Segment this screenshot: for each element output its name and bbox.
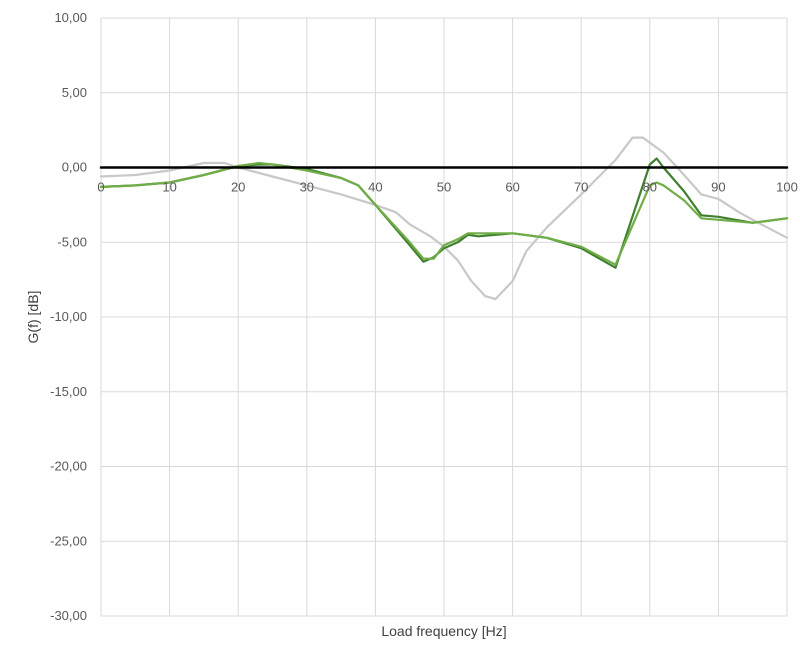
x-tick-label: 70: [574, 180, 588, 195]
y-tick-label: -10,00: [50, 309, 87, 324]
y-tick-label: 5,00: [62, 85, 87, 100]
y-tick-label: 10,00: [54, 10, 87, 25]
x-tick-label: 90: [711, 180, 725, 195]
x-tick-label: 10: [162, 180, 176, 195]
grid-layer: [100, 17, 788, 617]
series-line-1: [99, 136, 789, 301]
series-line-3: [99, 161, 789, 266]
x-tick-label: 20: [231, 180, 245, 195]
x-tick-label: 60: [505, 180, 519, 195]
series-layer: [99, 136, 789, 301]
y-tick-label: 0,00: [62, 160, 87, 175]
x-tick-labels: 0 10 20 30 40 50 60 70 80 90 100: [97, 180, 797, 195]
y-tick-label: -25,00: [50, 533, 87, 548]
x-tick-label: 100: [776, 180, 798, 195]
y-tick-label: -15,00: [50, 384, 87, 399]
y-tick-labels: 10,00 5,00 0,00 -5,00 -10,00 -15,00 -20,00 -25,…: [50, 10, 87, 623]
x-tick-label: 40: [368, 180, 382, 195]
x-tick-label: 50: [437, 180, 451, 195]
y-tick-label: -20,00: [50, 459, 87, 474]
x-tick-label: 80: [643, 180, 657, 195]
y-axis-title: G(f) [dB]: [25, 291, 41, 344]
x-axis-title: Load frequency [Hz]: [381, 623, 506, 639]
y-tick-label: -30,00: [50, 608, 87, 623]
series-line-2: [99, 157, 789, 269]
y-tick-label: -5,00: [57, 234, 87, 249]
x-tick-label: 0: [97, 180, 104, 195]
x-tick-label: 30: [300, 180, 314, 195]
